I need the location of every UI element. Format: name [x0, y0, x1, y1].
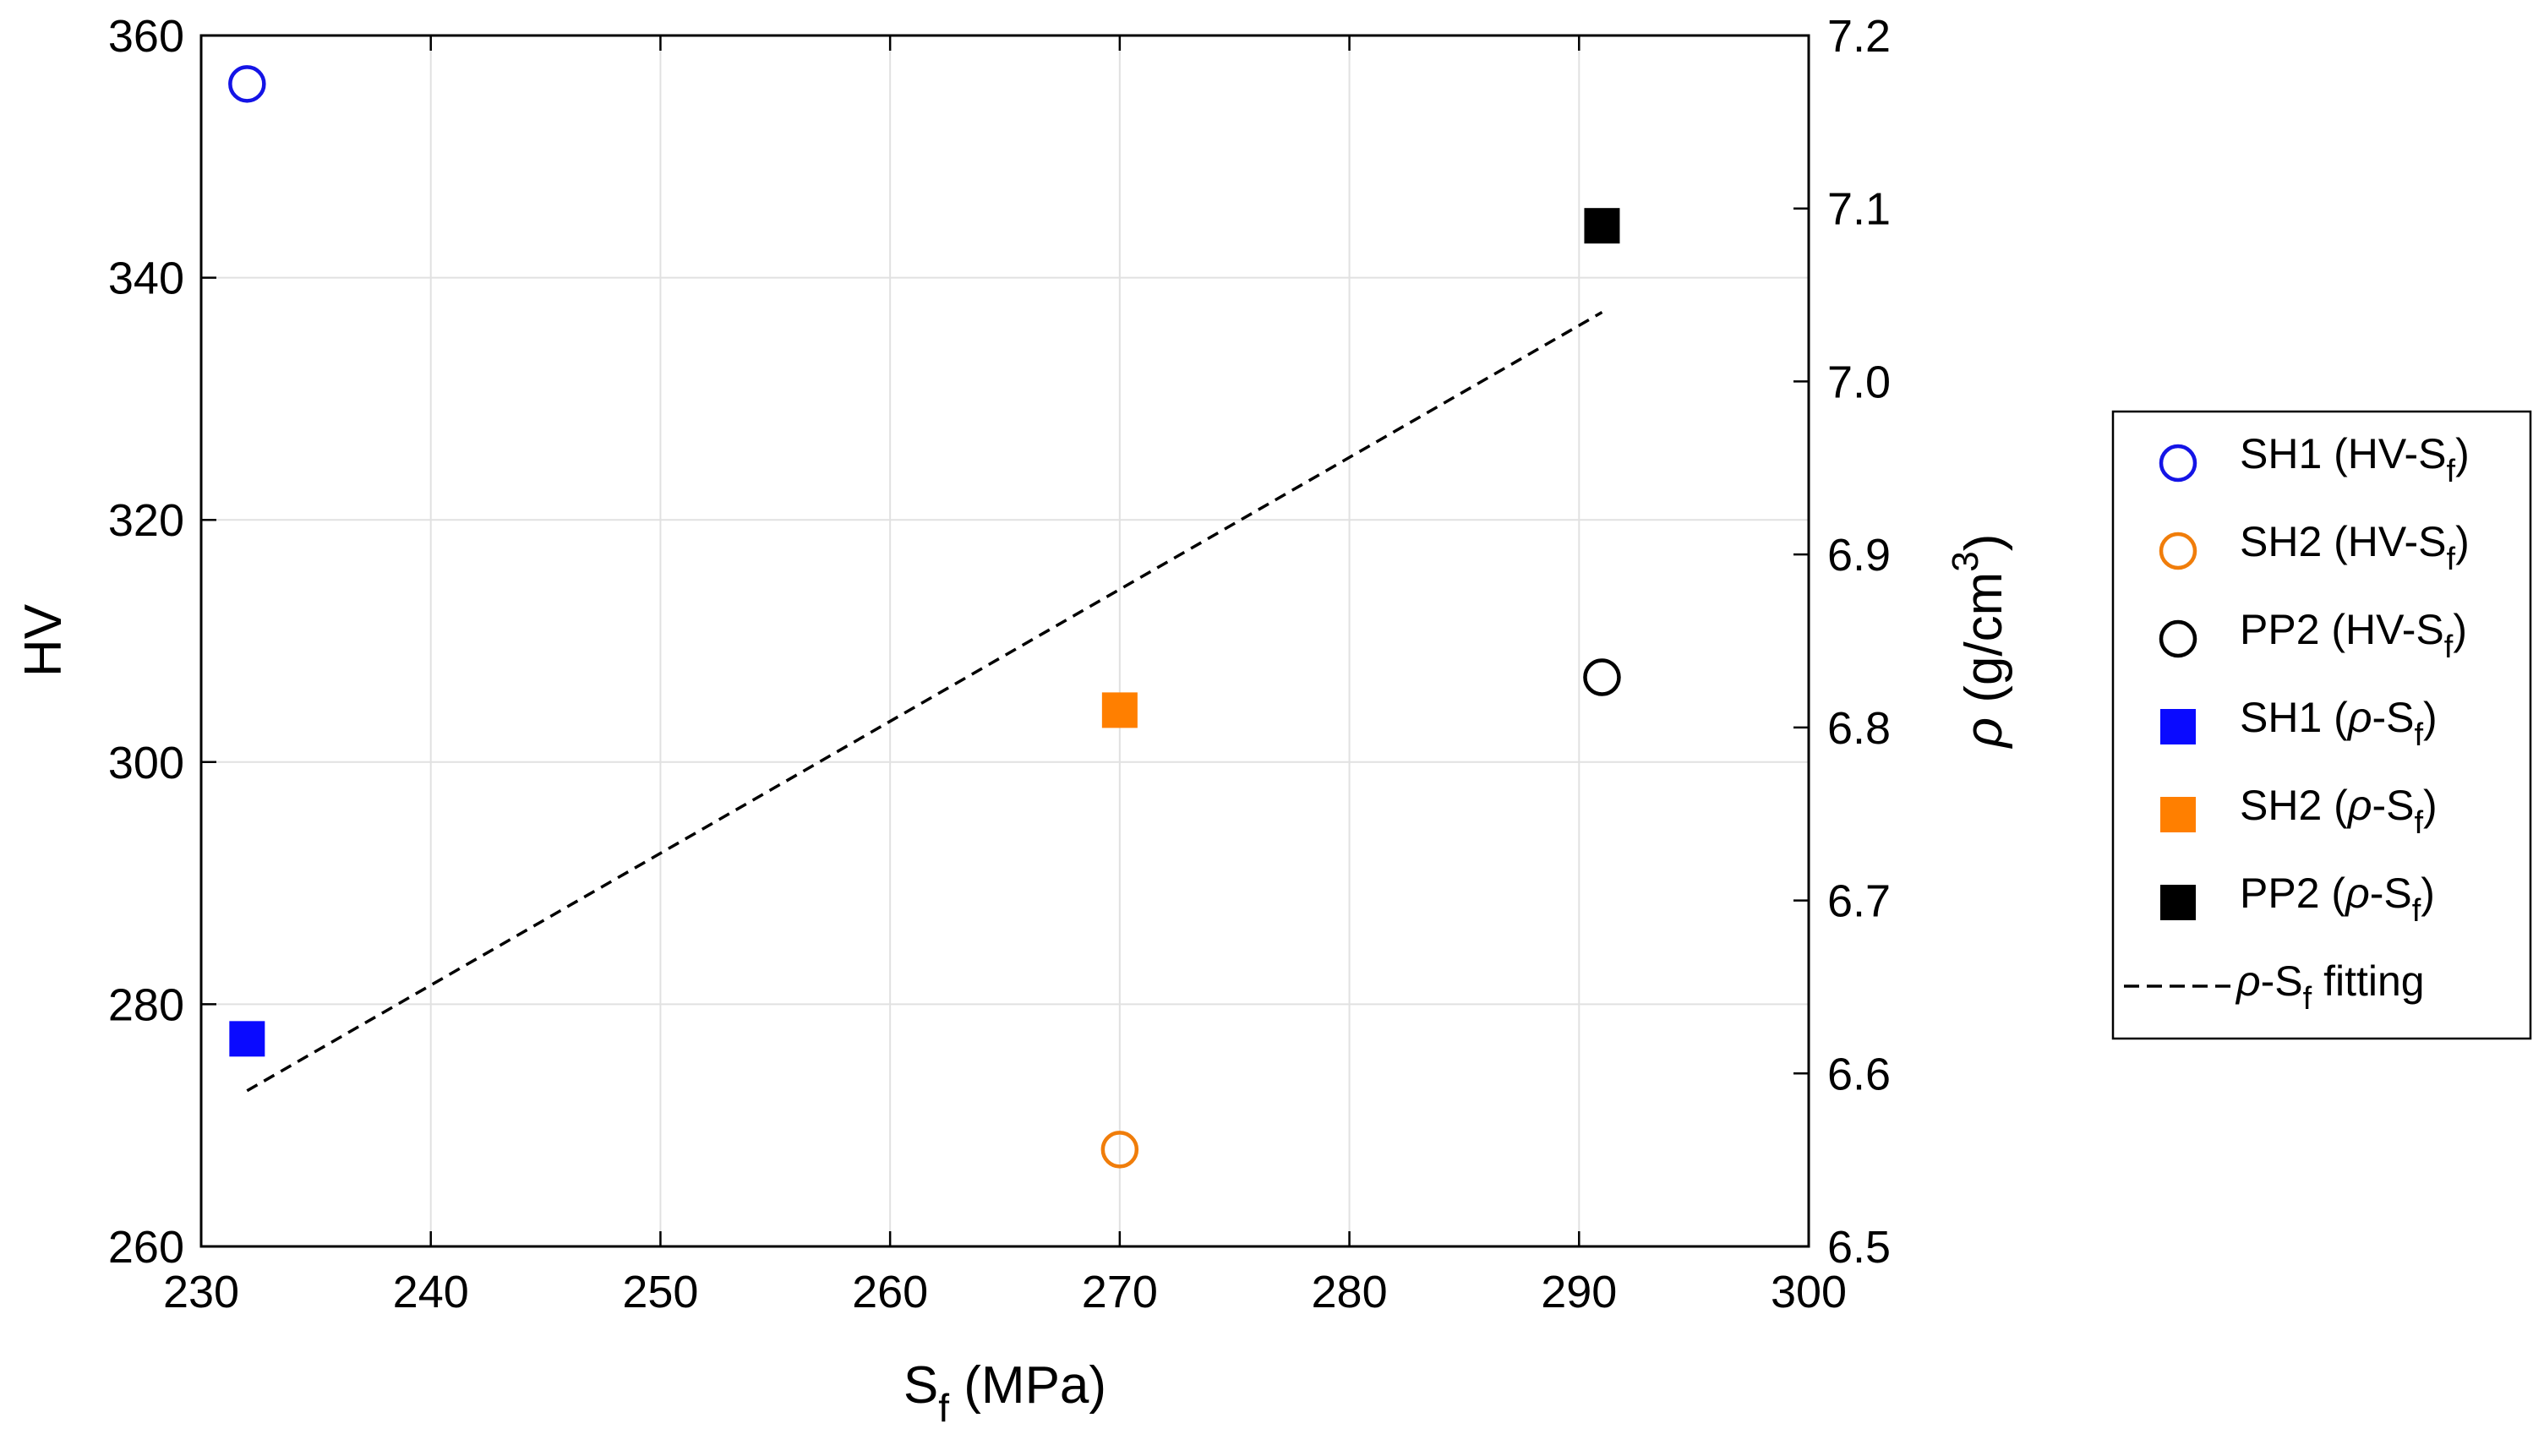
data-point — [1100, 1131, 1139, 1169]
y-left-axis-title: HV — [14, 603, 73, 677]
legend-marker — [2160, 709, 2196, 744]
y-right-tick-label: 6.5 — [1827, 1222, 1891, 1273]
y-right-tick-labels: 6.5 6.6 6.7 6.8 6.9 7.0 7.1 7.2 — [1827, 11, 1891, 1273]
y-right-tick-label: 7.1 — [1827, 184, 1891, 235]
y-right-axis-title-sup: 3 — [1945, 551, 1986, 571]
legend-marker — [2160, 797, 2196, 832]
x-tick-label: 230 — [163, 1267, 239, 1317]
y-left-tick-label: 260 — [108, 1222, 184, 1273]
legend-marker — [2159, 444, 2197, 483]
y-right-tick-label: 6.7 — [1827, 876, 1891, 927]
y-right-axis-title: ρ (g/cm3) — [1945, 534, 2013, 750]
x-tick-label: 240 — [393, 1267, 469, 1317]
data-point — [1101, 692, 1138, 728]
y-right-tick-label: 7.2 — [1827, 11, 1891, 62]
x-tick-label: 300 — [1771, 1267, 1847, 1317]
y-left-tick-label: 300 — [108, 738, 184, 788]
data-point — [229, 1021, 265, 1057]
x-tick-label: 270 — [1082, 1267, 1158, 1317]
x-tick-label: 290 — [1541, 1267, 1617, 1317]
legend-label: ρ-Sf fitting — [2235, 957, 2425, 1017]
y-right-axis-title-unit: (g/cm — [1955, 572, 2013, 717]
y-right-axis-title-close: ) — [1955, 534, 2013, 552]
data-point — [1584, 208, 1620, 244]
x-tick-labels: 230 240 250 260 270 280 290 300 — [163, 1267, 1847, 1317]
x-tick-label: 250 — [622, 1267, 698, 1317]
y-left-tick-label: 360 — [108, 11, 184, 62]
fit-line — [246, 311, 1603, 1093]
y-left-tick-label: 280 — [108, 979, 184, 1030]
y-left-tick-label: 340 — [108, 254, 184, 304]
tick-marks — [199, 34, 1810, 1248]
x-tick-label: 280 — [1312, 1267, 1388, 1317]
legend-marker — [2160, 885, 2196, 920]
legend-marker — [2159, 532, 2197, 570]
y-right-tick-label: 6.8 — [1827, 703, 1891, 754]
data-points — [228, 65, 1621, 1169]
y-left-tick-label: 320 — [108, 495, 184, 546]
y-right-tick-label: 7.0 — [1827, 357, 1891, 407]
data-point — [228, 65, 266, 103]
x-axis-title-main: S — [904, 1356, 938, 1415]
plot-area-frame — [199, 34, 1810, 1248]
grid-lines — [201, 35, 1809, 1246]
y-right-axis-title-symbol: ρ — [1955, 717, 2013, 750]
fit-line-layer — [246, 311, 1603, 1093]
y-right-tick-label: 6.9 — [1827, 530, 1891, 581]
x-axis-title-sub: f — [938, 1386, 949, 1430]
x-axis-title-unit: (MPa) — [949, 1356, 1106, 1415]
y-right-tick-label: 6.6 — [1827, 1049, 1891, 1099]
data-point — [1583, 658, 1621, 696]
legend: SH1 (HV-Sf)SH2 (HV-Sf)PP2 (HV-Sf)SH1 (ρ-… — [2111, 410, 2532, 1040]
legend-marker — [2159, 619, 2197, 658]
legend-item: ρ-Sf fitting — [2124, 957, 2425, 1017]
x-axis-title: Sf (MPa) — [904, 1356, 1106, 1430]
x-tick-label: 260 — [852, 1267, 928, 1317]
y-left-tick-labels: 260 280 300 320 340 360 — [108, 11, 184, 1273]
